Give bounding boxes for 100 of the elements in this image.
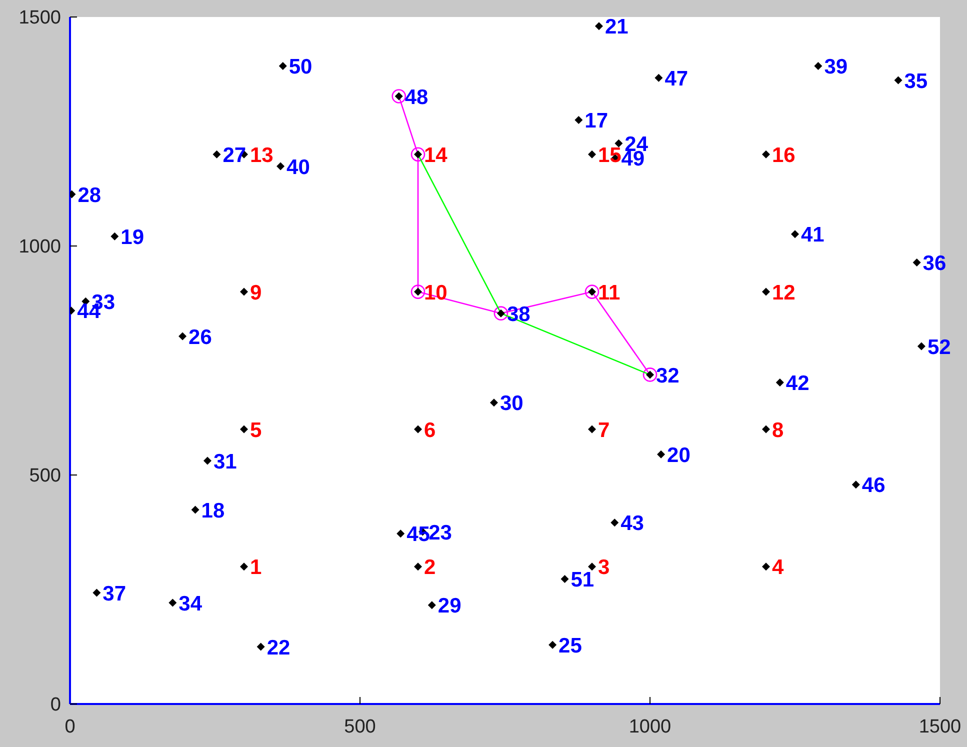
point	[240, 288, 248, 296]
point	[494, 306, 508, 320]
annotation: 27	[222, 144, 246, 167]
point	[212, 150, 221, 158]
y-tick-label: 1500	[18, 8, 61, 29]
point	[762, 562, 770, 571]
annotation: 6	[424, 418, 436, 442]
point	[414, 425, 422, 434]
point	[240, 425, 248, 434]
point	[278, 62, 287, 70]
point	[614, 139, 623, 148]
point	[762, 425, 770, 434]
annotation: 17	[584, 110, 608, 133]
annotation: 20	[667, 444, 690, 467]
annotation: 32	[656, 364, 680, 388]
annotation: 21	[604, 16, 629, 39]
point	[110, 232, 119, 240]
point	[588, 425, 596, 434]
annotation: 14	[424, 144, 448, 167]
point	[92, 588, 101, 597]
annotation: 48	[404, 86, 429, 109]
point	[776, 378, 784, 386]
annotation: 4	[772, 556, 784, 580]
point	[178, 332, 187, 340]
point	[894, 76, 902, 84]
annotation: 19	[120, 226, 144, 249]
annotation: 43	[620, 512, 644, 536]
point	[584, 284, 600, 299]
point	[657, 450, 666, 458]
point	[574, 116, 583, 124]
point	[203, 456, 212, 465]
point	[392, 89, 406, 104]
point	[490, 398, 498, 407]
point	[791, 230, 799, 238]
point	[410, 147, 426, 162]
annotation: 26	[188, 326, 212, 349]
annotation: 13	[250, 144, 274, 167]
annotation: 11	[598, 281, 621, 304]
annotation: 52	[927, 336, 951, 359]
point	[852, 480, 860, 489]
annotation: 8	[772, 418, 784, 442]
y-tick-label: 1000	[18, 236, 61, 258]
point	[256, 642, 265, 651]
annotation: 40	[286, 156, 310, 179]
annotation: 7	[598, 418, 610, 442]
annotation: 23	[428, 521, 452, 544]
x-tick-label: 1000	[628, 716, 672, 738]
annotation: 15	[598, 144, 622, 167]
point	[814, 62, 822, 70]
annotation: 2	[424, 556, 436, 580]
annotation: 45	[406, 523, 430, 546]
annotation: 31	[213, 450, 238, 474]
annotation: 29	[438, 594, 462, 618]
x-tick-label: 500	[344, 716, 376, 738]
annotation: 3	[598, 556, 610, 580]
y-tick-label: 0	[50, 694, 61, 716]
annotation: 28	[78, 184, 102, 207]
point	[912, 258, 921, 266]
point	[191, 506, 200, 514]
annotation: 18	[201, 499, 225, 522]
point	[594, 22, 603, 30]
point	[654, 74, 663, 82]
point	[762, 150, 770, 158]
annotation: 37	[102, 582, 126, 606]
y-tick-label: 500	[29, 466, 61, 487]
point	[396, 530, 405, 538]
point	[548, 640, 557, 649]
annotation: 47	[664, 67, 688, 90]
point	[240, 562, 248, 571]
point	[762, 288, 770, 296]
annotation: 51	[570, 568, 594, 592]
point	[917, 342, 926, 350]
annotation: 46	[862, 474, 886, 498]
point	[560, 574, 569, 583]
point	[428, 601, 436, 610]
annotation: 16	[772, 144, 796, 167]
point	[588, 562, 596, 571]
annotation: 25	[558, 634, 582, 658]
annotation: 36	[922, 252, 946, 276]
annotation: 34	[178, 592, 202, 616]
annotation: 39	[824, 56, 848, 79]
point	[588, 150, 596, 158]
point	[276, 162, 285, 170]
annotation: 22	[266, 636, 290, 660]
x-tick-label: 0	[64, 716, 76, 738]
annotation: 42	[786, 372, 810, 396]
point	[642, 368, 658, 382]
annotation: 12	[772, 281, 796, 304]
annotation: 1	[250, 556, 262, 580]
annotation: 50	[288, 56, 312, 79]
annotation: 5	[250, 418, 262, 442]
point	[610, 518, 619, 527]
annotation: 30	[500, 392, 524, 416]
annotation: 35	[904, 70, 928, 93]
point	[414, 562, 422, 571]
x-tick-label: 1500	[918, 716, 962, 738]
point	[168, 598, 177, 607]
annotation: 41	[801, 224, 825, 247]
annotation: 9	[250, 281, 262, 304]
point	[410, 284, 426, 299]
